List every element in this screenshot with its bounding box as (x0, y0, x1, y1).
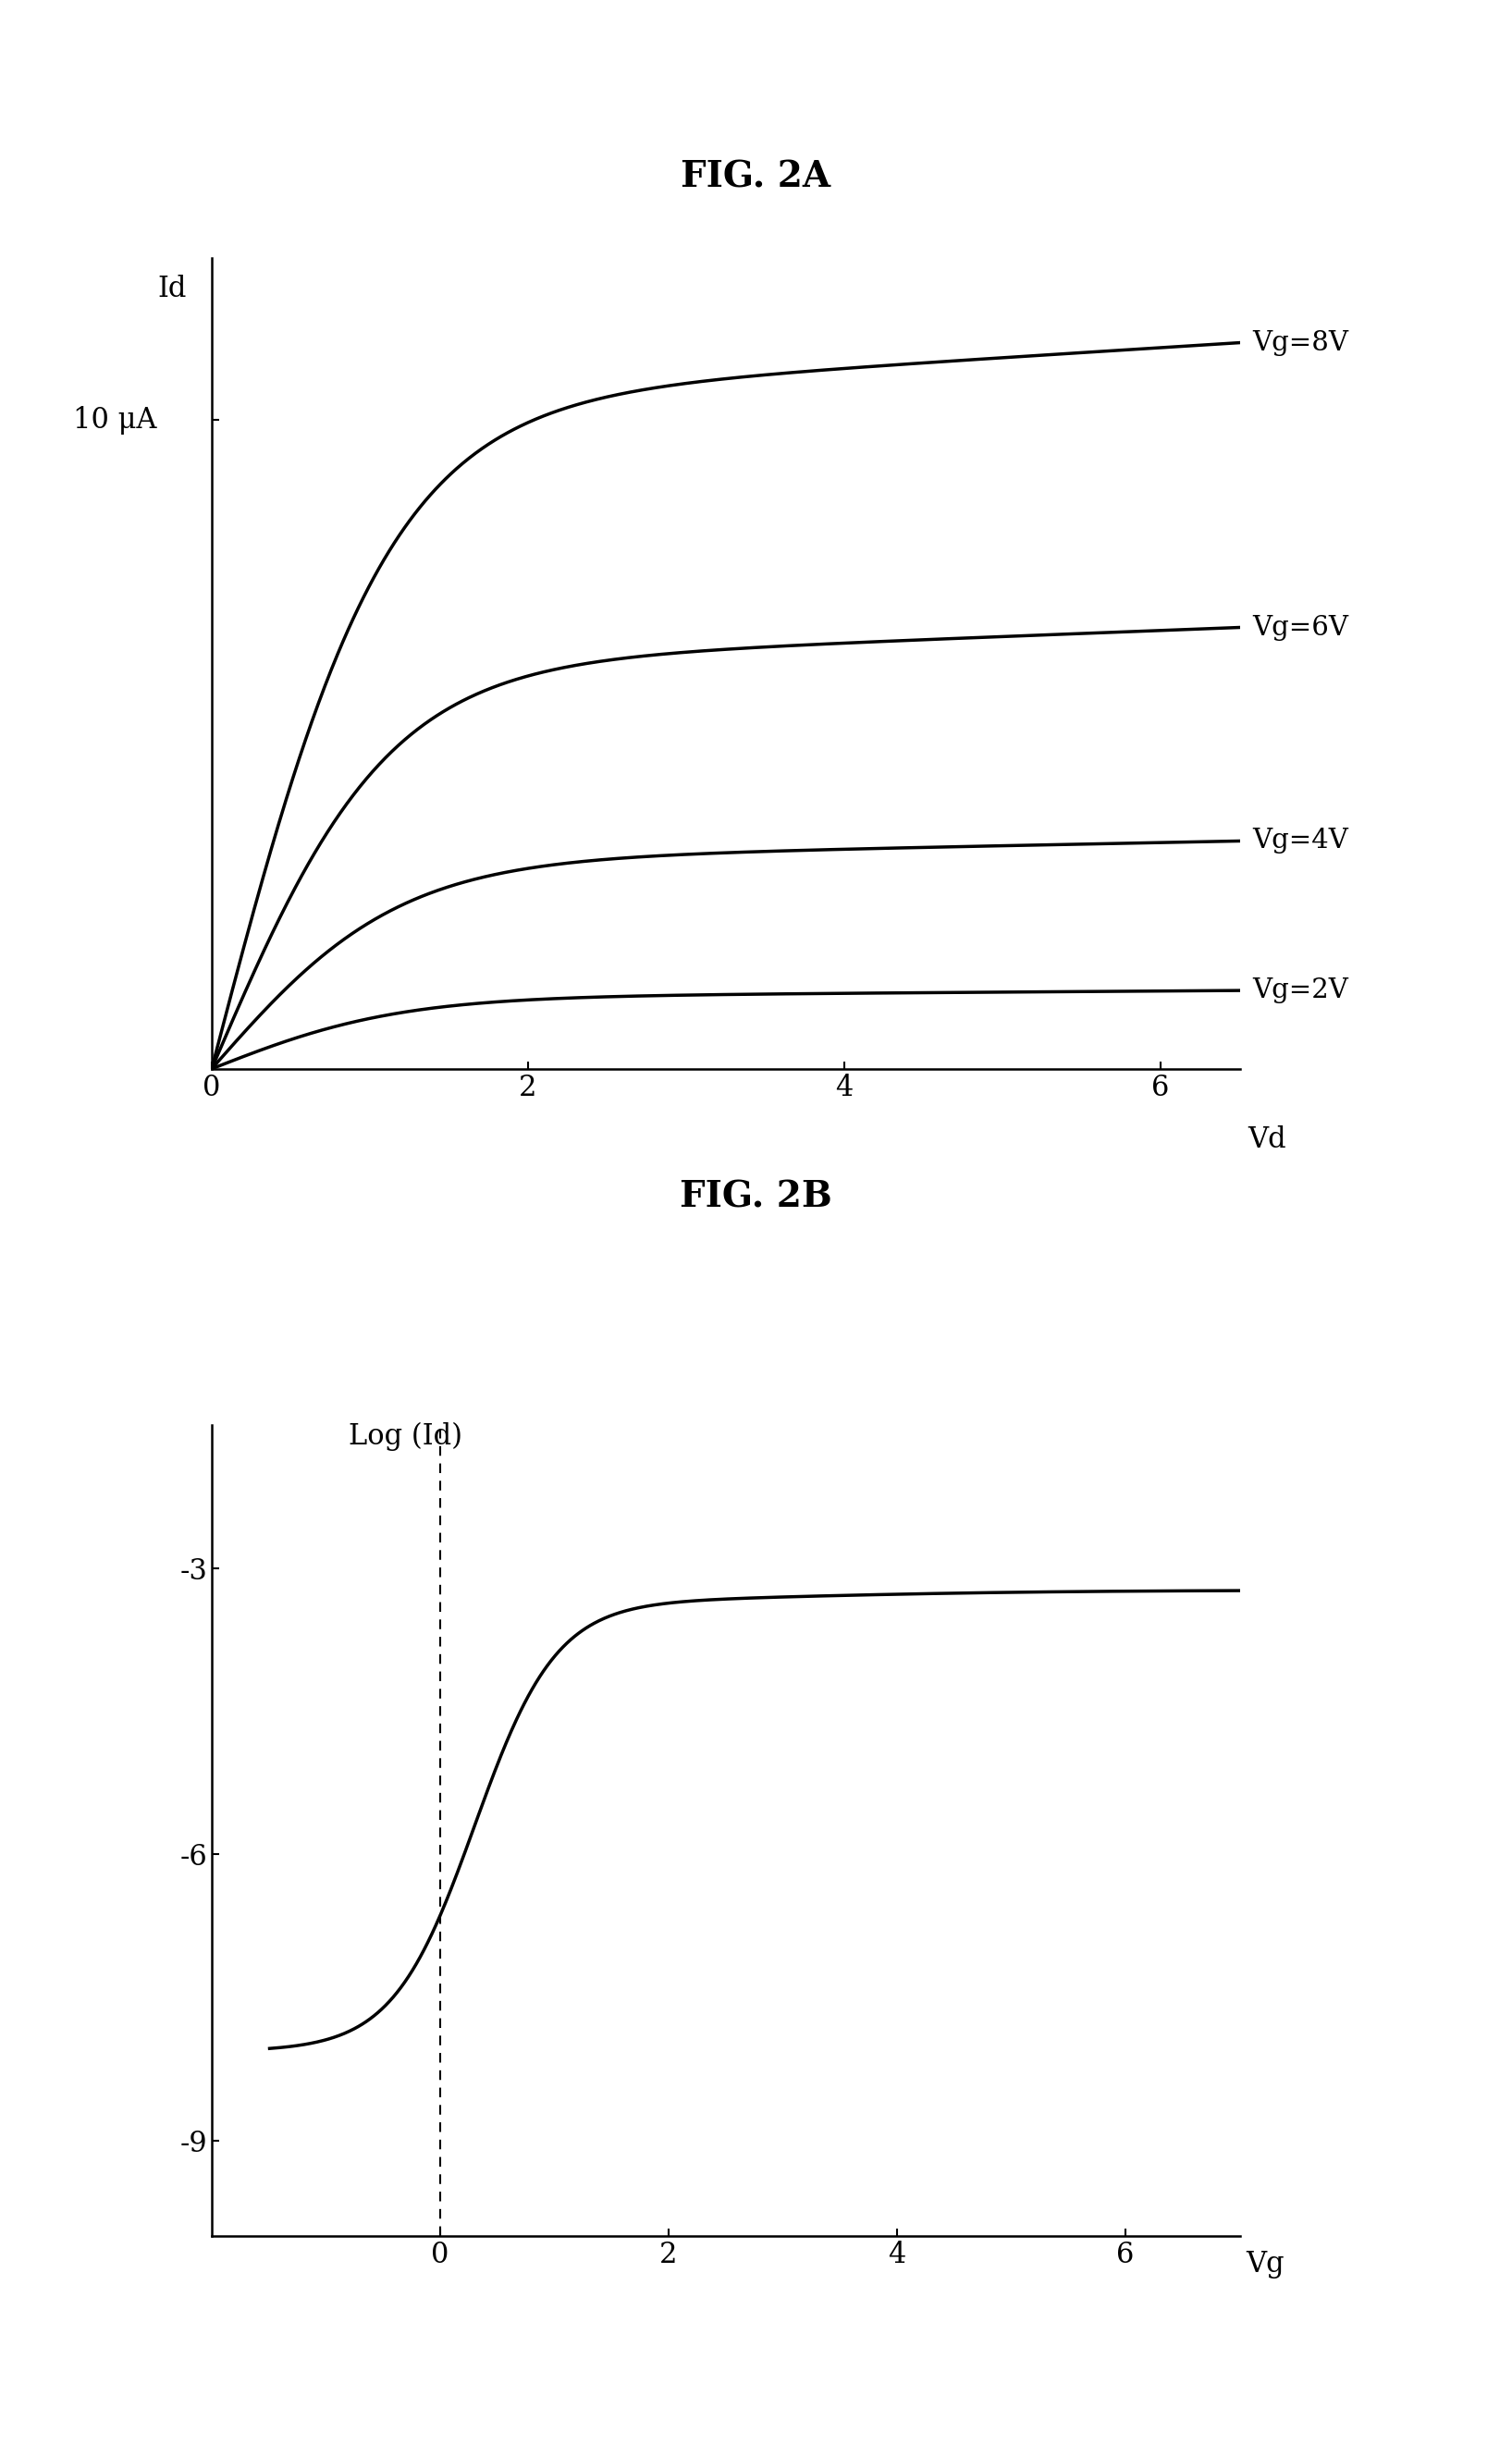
Text: Vg=8V: Vg=8V (1252, 329, 1349, 356)
Text: Vg=6V: Vg=6V (1252, 614, 1349, 641)
Text: Vg=2V: Vg=2V (1252, 978, 1349, 1002)
Text: Vg: Vg (1246, 2251, 1284, 2278)
Text: Log (Id): Log (Id) (349, 1423, 463, 1452)
Text: Vd: Vd (1247, 1125, 1287, 1155)
Text: FIG. 2A: FIG. 2A (680, 160, 832, 194)
Text: 10 μA: 10 μA (73, 405, 156, 435)
Text: FIG. 2B: FIG. 2B (680, 1179, 832, 1214)
Text: Vg=4V: Vg=4V (1252, 828, 1349, 855)
Text: Id: Id (157, 275, 186, 302)
